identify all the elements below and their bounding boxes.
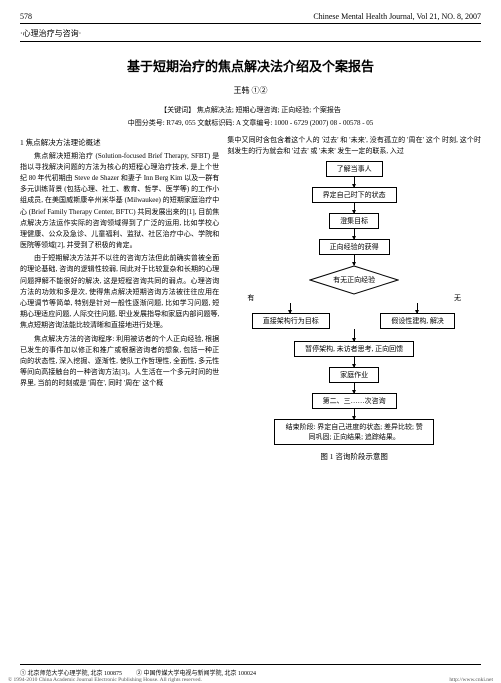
arrow-down-icon xyxy=(354,409,355,419)
keywords-label: 【关键词】 xyxy=(160,106,195,114)
right-column: 集中又同时含包含着这个人的 '过去' 和 '未来', 没有孤立的 '周在' 这个… xyxy=(227,135,481,462)
flow-node: 直接架构行为目标 xyxy=(252,313,330,329)
page-header: 578 Chinese Mental Health Journal, Vol 2… xyxy=(20,12,481,24)
paragraph: 由于短期解决方法并不以往的咨询方法但此前确实曾被全面的理论基础, 咨询的逻辑性较… xyxy=(20,253,219,331)
flow-node: 暂停架构, 未访者思考, 正向回馈 xyxy=(294,341,414,357)
arrow-down-icon xyxy=(417,303,418,313)
flow-node: 家庭作业 xyxy=(329,367,379,383)
page-number: 578 xyxy=(20,12,32,21)
flow-node: 了解当事人 xyxy=(326,161,383,177)
footer: ① 北京师范大学心理学院, 北京 100875 ② 中国传媒大学电视与新闻学院,… xyxy=(20,664,481,677)
copyright-line: © 1994-2010 China Academic Journal Elect… xyxy=(8,677,493,683)
affiliation: ② 中国传媒大学电视与新闻学院, 北京 100024 xyxy=(136,668,256,677)
classification-line: 中图分类号: R749, 055 文献标识码: A 文章编号: 1000 - 6… xyxy=(20,119,481,129)
flowchart: 了解当事人 界定自己时下的状态 澄集目标 正向经验的获得 有无正向经验 有 无 xyxy=(227,161,481,462)
right-intro: 集中又同时含包含着这个人的 '过去' 和 '未来', 没有孤立的 '周在' 这个… xyxy=(227,135,481,157)
journal-info: Chinese Mental Health Journal, Vol 21, N… xyxy=(313,12,481,21)
decision-node: 有无正向经验 xyxy=(309,265,399,295)
copyright-url: http://www.cnki.net xyxy=(449,677,493,683)
arrow-down-icon xyxy=(354,383,355,393)
arrow-down-icon xyxy=(290,303,291,313)
copyright-text: © 1994-2010 China Academic Journal Elect… xyxy=(8,677,202,683)
flow-node: 澄集目标 xyxy=(329,213,379,229)
paragraph: 焦点解决短期治疗 (Solution-focused Brief Therapy… xyxy=(20,151,219,252)
flow-node: 正向经验的获得 xyxy=(319,239,390,255)
arrow-down-icon xyxy=(354,329,355,341)
left-column: 1 焦点解决方法理论概述 焦点解决短期治疗 (Solution-focused … xyxy=(20,135,219,462)
flow-node: 结束阶段: 界定自己进度的状态; 差异比较; 赞同巩固; 正向结果; 追踪结果。 xyxy=(274,419,434,445)
section-label: ·心理治疗与咨询· xyxy=(20,28,481,42)
arrow-down-icon xyxy=(354,177,355,187)
arrow-down-icon xyxy=(354,203,355,213)
flow-node: 界定自己时下的状态 xyxy=(312,187,397,203)
article-title: 基于短期治疗的焦点解决法介绍及个案报告 xyxy=(20,56,481,75)
arrow-down-icon xyxy=(354,357,355,367)
keywords: 焦点解决法; 短期心理咨询; 正向经验; 个案报告 xyxy=(197,106,341,114)
author: 王韩 ①② xyxy=(20,85,481,96)
decision-label: 有无正向经验 xyxy=(333,275,375,285)
section-heading: 1 焦点解决方法理论概述 xyxy=(20,137,219,149)
affiliation: ① 北京师范大学心理学院, 北京 100875 xyxy=(20,668,122,677)
arrow-down-icon xyxy=(354,255,355,265)
arrow-down-icon xyxy=(354,229,355,239)
flow-node: 假设性建构, 解决 xyxy=(380,313,455,329)
flow-node: 第二、三……次咨询 xyxy=(312,393,397,409)
keywords-line: 【关键词】 焦点解决法; 短期心理咨询; 正向经验; 个案报告 xyxy=(20,106,481,116)
figure-caption: 图 1 咨询阶段示意图 xyxy=(320,451,388,462)
paragraph: 焦点解决方法的咨询程序: 利用被访者的个人正向经验, 根据已发生的事件加以修正和… xyxy=(20,334,219,390)
